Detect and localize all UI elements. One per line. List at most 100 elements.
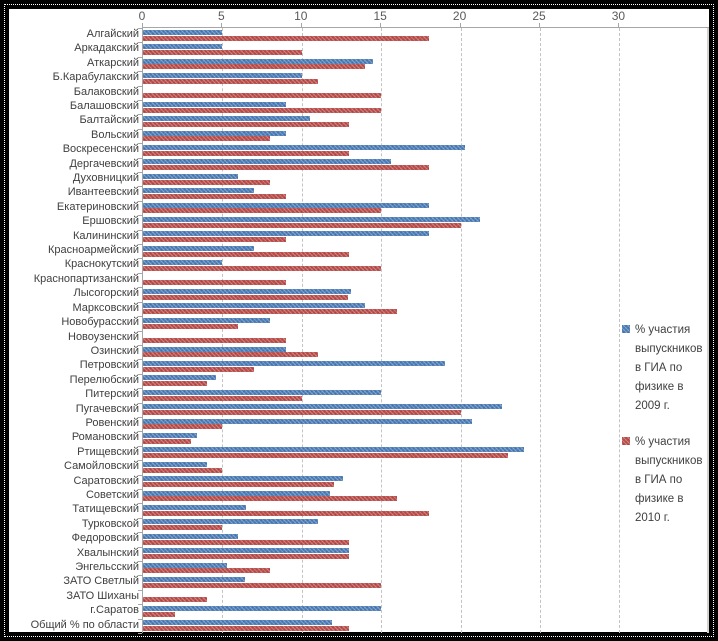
bar-2010 bbox=[143, 482, 334, 488]
x-axis-tick-label: 15 bbox=[373, 9, 387, 23]
bar-2009 bbox=[143, 72, 302, 78]
bar-2010 bbox=[143, 438, 191, 444]
bar-2009 bbox=[143, 562, 228, 568]
bar-2009 bbox=[143, 44, 223, 50]
legend-entry: % участия выпускников в ГИА по физике в … bbox=[622, 433, 708, 528]
y-axis-tick-mark bbox=[138, 56, 142, 58]
gridline bbox=[540, 28, 541, 633]
bar-2009 bbox=[143, 144, 466, 150]
bar-2009 bbox=[143, 375, 217, 381]
bar-2009 bbox=[143, 490, 331, 496]
legend-swatch-2009 bbox=[622, 325, 630, 333]
y-axis-tick-mark bbox=[138, 373, 142, 375]
bar-2010 bbox=[143, 280, 286, 286]
y-axis-tick-mark bbox=[138, 114, 142, 116]
bar-2010 bbox=[143, 265, 382, 271]
category-label: Пугачевский bbox=[75, 402, 139, 415]
x-axis-tick-label: 0 bbox=[138, 9, 146, 23]
category-label: Новобурасский bbox=[61, 316, 139, 329]
category-label: Романовский bbox=[71, 431, 139, 444]
x-axis-tick-label: 5 bbox=[218, 9, 225, 23]
plot-right-border bbox=[707, 28, 709, 633]
y-axis-tick-mark bbox=[138, 301, 142, 303]
bar-2010 bbox=[143, 136, 271, 142]
y-axis-tick-mark bbox=[138, 359, 142, 361]
category-label: Дергачевский bbox=[69, 157, 139, 170]
bar-2009 bbox=[143, 548, 350, 554]
bar-2010 bbox=[143, 352, 318, 358]
bar-2010 bbox=[143, 453, 509, 459]
y-axis-tick-mark bbox=[138, 633, 142, 634]
x-axis-tick-label: 30 bbox=[611, 9, 626, 23]
bar-2009 bbox=[143, 116, 310, 122]
category-label: Татищевский bbox=[72, 503, 139, 516]
bar-2010 bbox=[143, 626, 350, 632]
bar-2009 bbox=[143, 433, 197, 439]
y-axis-tick-mark bbox=[138, 186, 142, 188]
bar-2009 bbox=[143, 188, 255, 194]
y-axis-tick-mark bbox=[138, 445, 142, 447]
bar-2010 bbox=[143, 309, 398, 315]
bar-2009 bbox=[143, 288, 352, 294]
y-axis-tick-mark bbox=[138, 330, 142, 332]
category-label: Петровский bbox=[79, 359, 139, 372]
y-axis-tick-mark bbox=[138, 316, 142, 318]
bar-2009 bbox=[143, 173, 239, 179]
bar-2010 bbox=[143, 611, 175, 617]
category-label: Озинский bbox=[90, 344, 139, 357]
bar-2009 bbox=[143, 231, 429, 237]
bar-2010 bbox=[143, 338, 286, 343]
y-axis-tick-mark bbox=[138, 272, 142, 274]
y-axis-tick-mark bbox=[138, 172, 142, 174]
bar-2009 bbox=[143, 404, 502, 410]
bar-2010 bbox=[143, 208, 382, 214]
bar-2009 bbox=[143, 159, 391, 165]
y-axis-tick-mark bbox=[138, 517, 142, 519]
category-label: Аткарский bbox=[86, 56, 139, 69]
x-axis-tick-label: 25 bbox=[532, 9, 546, 23]
y-axis-tick-mark bbox=[138, 244, 142, 246]
y-axis-tick-mark bbox=[138, 85, 142, 87]
y-axis-tick-mark bbox=[138, 488, 142, 490]
category-label: Турковской bbox=[81, 517, 139, 530]
y-axis-tick-mark bbox=[138, 474, 142, 476]
category-label: Ртищевский bbox=[77, 445, 139, 458]
bar-2010 bbox=[143, 496, 398, 502]
bar-2010 bbox=[143, 554, 350, 560]
bar-2010 bbox=[143, 179, 271, 185]
y-axis-tick-mark bbox=[138, 229, 142, 231]
category-label: Алгайский bbox=[86, 28, 139, 40]
plot-area bbox=[138, 27, 709, 634]
category-label: Марксовский bbox=[72, 301, 139, 314]
category-label: Общий % по области bbox=[30, 618, 139, 631]
bar-2009 bbox=[143, 303, 366, 309]
bar-2010 bbox=[143, 107, 382, 113]
bar-2010 bbox=[143, 323, 239, 329]
bar-2010 bbox=[143, 510, 429, 516]
bar-2010 bbox=[143, 93, 382, 99]
y-axis-tick-mark bbox=[138, 287, 142, 289]
bar-2009 bbox=[143, 577, 245, 583]
bar-2010 bbox=[143, 395, 302, 401]
category-label: г.Саратов bbox=[90, 604, 139, 617]
category-label: Б.Карабулакский bbox=[52, 71, 139, 84]
bar-2010 bbox=[143, 193, 286, 199]
category-label: ЗАТО Шиханы bbox=[66, 589, 139, 602]
legend-swatch-2010 bbox=[622, 437, 630, 445]
y-axis-tick-mark bbox=[138, 100, 142, 102]
y-axis-tick-mark bbox=[138, 431, 142, 433]
y-axis-tick-mark bbox=[138, 460, 142, 462]
bar-2009 bbox=[143, 101, 286, 107]
bar-2009 bbox=[143, 346, 286, 352]
bar-2009 bbox=[143, 519, 318, 525]
category-label: Духовницкий bbox=[72, 172, 139, 185]
category-label: Ершовский bbox=[82, 215, 139, 228]
x-axis-tick-mark bbox=[142, 23, 143, 27]
bar-2009 bbox=[143, 58, 374, 64]
category-label: Краснокутский bbox=[64, 258, 139, 271]
bar-2009 bbox=[143, 461, 207, 467]
gridline bbox=[301, 28, 303, 633]
bar-2009 bbox=[143, 389, 382, 395]
bar-2010 bbox=[143, 35, 429, 41]
